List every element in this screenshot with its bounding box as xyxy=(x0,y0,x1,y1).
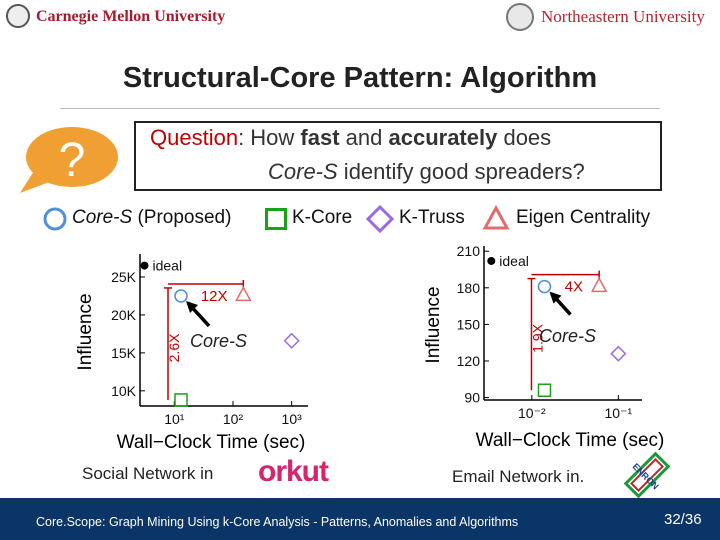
legend-core-s-circle-icon xyxy=(43,207,67,231)
y-tick-label: 150 xyxy=(457,316,481,332)
y-tick-label: 120 xyxy=(457,353,481,369)
question-line-2: Core-S identify good spreaders? xyxy=(268,159,585,184)
core-s-point xyxy=(537,279,552,294)
x-tick-label: 10³ xyxy=(282,411,303,427)
cmu-logo-text: Carnegie Mellon University xyxy=(36,8,226,25)
eigen-point xyxy=(235,285,252,302)
title-divider xyxy=(60,108,660,109)
ideal-point xyxy=(140,261,149,270)
y-tick-label: 210 xyxy=(457,243,481,259)
footer-text: Core.Scope: Graph Mining Using k-Core An… xyxy=(36,515,519,529)
x-tick-label: 10¹ xyxy=(164,411,185,427)
slide-title: Structural-Core Pattern: Algorithm xyxy=(122,62,598,94)
question-box xyxy=(134,121,662,191)
x-axis-label: Wall−Clock Time (sec) xyxy=(117,432,306,453)
question-line-1: Question: How fast and accurately does xyxy=(150,125,552,150)
y-tick-label: 25K xyxy=(111,269,137,285)
eigen-point xyxy=(590,276,608,293)
ideal-point xyxy=(487,256,496,265)
ktruss-point xyxy=(283,332,300,349)
accuracy-gap-label: 1.9X xyxy=(529,323,545,352)
kcore-point xyxy=(174,393,188,407)
enron-logo-icon: ENRON xyxy=(623,451,671,499)
question-bubble-icon: ? xyxy=(20,127,118,193)
legend-eigen: Eigen Centrality xyxy=(516,207,651,228)
y-tick-label: 10K xyxy=(111,383,137,399)
legend-kcore-square-icon xyxy=(265,208,287,230)
core-s-point xyxy=(174,289,188,303)
ktruss-point xyxy=(610,345,627,362)
legend-ktruss-diamond-icon xyxy=(365,204,395,234)
x-tick-label: 10⁻² xyxy=(518,405,546,421)
cmu-seal-icon xyxy=(6,4,30,28)
question-mark-glyph: ? xyxy=(59,134,86,187)
y-tick-label: 15K xyxy=(111,345,137,361)
neu-logo-text: Northeastern University xyxy=(541,7,705,26)
legend-core-s: Core-S (Proposed) xyxy=(72,207,232,228)
core-s-arrow-head xyxy=(186,300,199,313)
legend-eigen-triangle-icon xyxy=(482,205,510,230)
caption-email-network: Email Network in. xyxy=(452,467,585,486)
footer-bar xyxy=(0,498,720,540)
kcore-point xyxy=(537,383,552,397)
y-tick-label: 180 xyxy=(457,280,481,296)
ideal-label: ideal xyxy=(152,258,182,274)
x-tick-label: 10⁻¹ xyxy=(605,405,633,421)
x-tick-label: 10² xyxy=(223,411,244,427)
core-s-annotation: Core-S xyxy=(190,331,247,351)
chart-email-network: 90 120 150 180 210 10⁻² 10⁻¹ Wall−Clock Time (s… xyxy=(424,243,665,451)
core-s-annotation: Core-S xyxy=(539,326,596,346)
speedup-label: 4X xyxy=(565,279,583,296)
caption-social-network: Social Network in xyxy=(82,464,214,483)
speedup-label: 12X xyxy=(201,288,228,305)
y-axis-label: Influence xyxy=(76,293,96,370)
orkut-logo: orkut xyxy=(258,455,329,488)
page-number: 32/36 xyxy=(664,511,702,528)
legend-kcore: K-Core xyxy=(292,207,353,228)
neu-seal-icon xyxy=(506,3,534,31)
question-label: Question xyxy=(150,125,239,150)
core-s-arrow-head xyxy=(549,291,562,304)
x-axis-label: Wall−Clock Time (sec) xyxy=(476,430,665,451)
y-tick-label: 90 xyxy=(464,390,480,406)
y-axis-label: Influence xyxy=(424,286,444,363)
accuracy-gap-label: 2.6X xyxy=(166,333,182,362)
legend-ktruss: K-Truss xyxy=(399,207,465,228)
chart-social-network: 10K 15K 20K 25K 10¹ 10² 10³ Wall−Clock Time (se… xyxy=(76,254,308,453)
y-tick-label: 20K xyxy=(111,307,137,323)
ideal-label: ideal xyxy=(499,253,529,269)
